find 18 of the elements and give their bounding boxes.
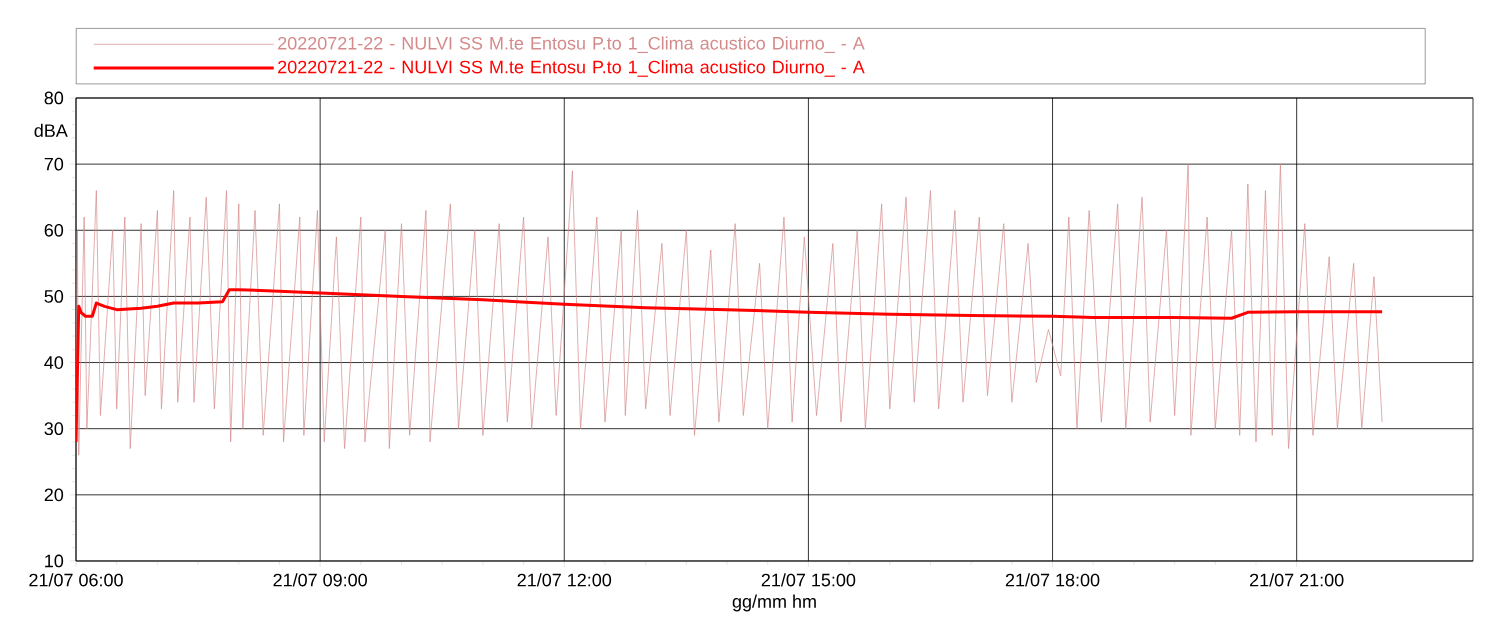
y-tick-label: 40 [44, 356, 64, 369]
y-tick-label: 70 [44, 157, 64, 171]
y-tick-label: 80 [44, 91, 64, 105]
y-tick-label: 50 [44, 290, 64, 303]
x-tick-label: 21/07 21:00 [1250, 573, 1344, 587]
y-tick-label: 20 [44, 488, 64, 502]
text: 20220721-22 - NULVI SS M.te Entosu P.to 1_Clima acustico Diurno_ - A [278, 60, 865, 77]
text: 20220721-22 - NULVI SS M.te Entosu P.to 1_Clima acustico Diurno_ - A [278, 36, 865, 54]
x-tick-label: 21/07 06:00 [29, 573, 123, 587]
x-tick-label: 21/07 12:00 [517, 573, 612, 587]
y-tick-label: 60 [44, 223, 64, 237]
y-axis-title: dBA [34, 123, 68, 138]
x-tick-label: 21/07 18:00 [1005, 573, 1100, 587]
y-tick-label: 10 [45, 554, 64, 568]
x-tick-label: 21/07 09:00 [273, 573, 367, 587]
y-tick-label: 30 [44, 422, 64, 436]
x-axis-title: gg/mm hm [732, 594, 816, 612]
x-tick-label: 21/07 15:00 [761, 573, 856, 587]
